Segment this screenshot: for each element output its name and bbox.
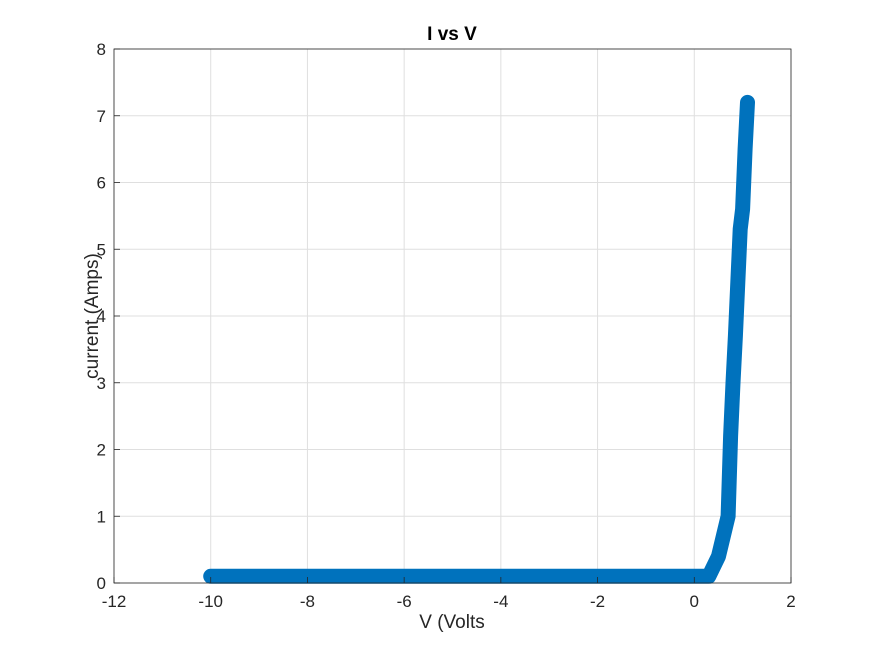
- x-axis-ticks: -12 -10 -8 -6 -4 -2 0 2: [102, 577, 796, 611]
- x-tick-label: 0: [690, 592, 699, 611]
- y-tick-label: 8: [97, 40, 106, 59]
- x-tick-label: -6: [397, 592, 412, 611]
- x-tick-label: -8: [300, 592, 315, 611]
- y-tick-label: 5: [97, 240, 106, 259]
- x-tick-label: -12: [102, 592, 127, 611]
- x-tick-label: -4: [493, 592, 508, 611]
- y-tick-label: 3: [97, 374, 106, 393]
- y-tick-label: 2: [97, 441, 106, 460]
- x-tick-label: 2: [786, 592, 795, 611]
- y-tick-label: 7: [97, 107, 106, 126]
- chart-title: I vs V: [427, 24, 477, 45]
- y-tick-label: 6: [97, 174, 106, 193]
- data-series: [203, 94, 755, 584]
- y-axis-ticks: 0 1 2 3 4 5 6 7 8: [97, 40, 120, 593]
- y-tick-label: 0: [97, 574, 106, 593]
- y-tick-label: 1: [97, 507, 106, 526]
- y-tick-label: 4: [97, 307, 106, 326]
- x-axis-label: V (Volts: [419, 612, 484, 633]
- iv-curve-line: [203, 94, 755, 584]
- x-tick-label: -10: [198, 592, 223, 611]
- x-tick-label: -2: [590, 592, 605, 611]
- y-axis-label: current (Amps): [82, 253, 103, 379]
